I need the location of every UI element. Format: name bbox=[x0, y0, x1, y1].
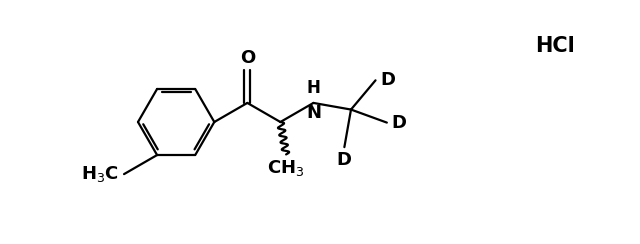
Text: N: N bbox=[306, 104, 321, 122]
Text: HCl: HCl bbox=[534, 36, 575, 56]
Text: O: O bbox=[240, 49, 255, 67]
Text: H$_3$C: H$_3$C bbox=[81, 164, 119, 184]
Text: D: D bbox=[380, 71, 396, 89]
Text: D: D bbox=[337, 151, 352, 169]
Text: H: H bbox=[307, 79, 321, 97]
Text: CH$_3$: CH$_3$ bbox=[268, 158, 305, 178]
Text: D: D bbox=[392, 114, 407, 132]
